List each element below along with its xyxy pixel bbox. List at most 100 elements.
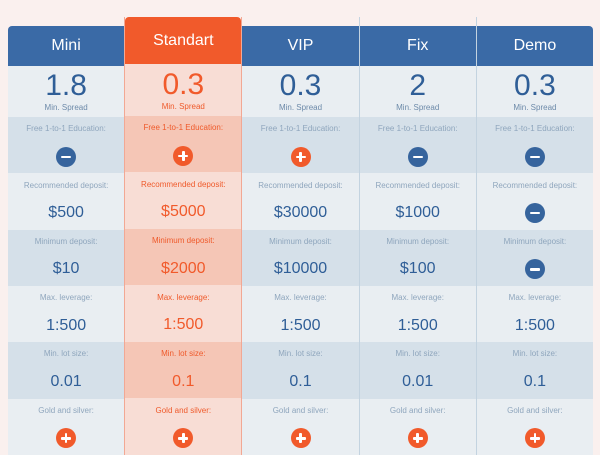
leverage-value-cell: 1:500 — [8, 309, 125, 343]
education-label: Free 1-to-1 Education: — [143, 123, 224, 133]
minimum-value-cell: $10 — [8, 252, 125, 287]
leverage-label-cell: Max. leverage: — [242, 286, 359, 310]
minimum-value: $10000 — [273, 260, 328, 278]
recommended-value: $5000 — [161, 203, 206, 221]
leverage-label: Max. leverage: — [157, 292, 210, 302]
lot-label-cell: Min. lot size: — [242, 342, 359, 366]
spread-cell: 0.3 Min. Spread — [476, 65, 594, 118]
lot-value-cell: 0.01 — [359, 365, 476, 399]
leverage-value: 1:500 — [163, 316, 204, 334]
minimum-value: $10 — [52, 260, 80, 278]
spread-value: 0.3 — [279, 68, 322, 102]
spread-value: 0.3 — [162, 67, 205, 101]
minimum-label: Minimum deposit: — [269, 236, 332, 246]
plan-name-header[interactable]: Standart — [125, 17, 242, 65]
recommended-value-cell: $1000 — [359, 196, 476, 230]
recommended-label-cell: Recommended deposit: — [359, 173, 476, 197]
leverage-value: 1:500 — [514, 316, 555, 334]
plus-circle-icon — [173, 428, 194, 449]
lot-label-cell: Min. lot size: — [476, 342, 594, 366]
leverage-label: Max. leverage: — [274, 293, 327, 303]
education-value-cell — [359, 140, 476, 174]
lot-label: Min. lot size: — [43, 349, 89, 359]
gold-value-cell — [359, 421, 476, 455]
gold-label: Gold and silver: — [155, 405, 212, 415]
education-label-cell: Free 1-to-1 Education: — [125, 115, 242, 140]
plan-name-header[interactable]: Demo — [476, 26, 594, 66]
minimum-value-cell: $100 — [359, 252, 476, 287]
minimum-value-cell: $10000 — [242, 252, 359, 287]
gold-label: Gold and silver: — [38, 405, 94, 415]
lot-value: 0.1 — [289, 373, 312, 391]
minimum-label-cell: Minimum deposit: — [242, 229, 359, 253]
lot-value: 0.01 — [50, 373, 82, 391]
lot-label-cell: Min. lot size: — [359, 342, 476, 366]
leverage-label-cell: Max. leverage: — [359, 286, 476, 310]
recommended-label: Recommended deposit: — [492, 180, 578, 190]
minimum-value: $2000 — [161, 259, 206, 277]
gold-label: Gold and silver: — [272, 405, 329, 415]
minus-circle-icon — [56, 146, 77, 167]
recommended-label: Recommended deposit: — [375, 180, 460, 190]
recommended-value-cell: $500 — [8, 196, 125, 230]
spread-label: Min. Spread — [278, 102, 323, 112]
education-label: Free 1-to-1 Education: — [26, 124, 106, 134]
gold-label-cell: Gold and silver: — [125, 398, 242, 422]
recommended-label-cell: Recommended deposit: — [476, 173, 594, 197]
leverage-value-cell: 1:500 — [359, 309, 476, 343]
recommended-value: $30000 — [273, 204, 328, 222]
lot-label-cell: Min. lot size: — [125, 341, 242, 366]
gold-label-cell: Gold and silver: — [476, 398, 594, 422]
education-label-cell: Free 1-to-1 Education: — [476, 117, 594, 141]
minimum-label: Minimum deposit: — [503, 236, 567, 246]
gold-label-cell: Gold and silver: — [8, 398, 125, 422]
spread-label: Min. Spread — [513, 102, 557, 112]
spread-cell: 1.8 Min. Spread — [8, 65, 125, 118]
minimum-value-cell — [476, 252, 594, 287]
lot-value: 0.01 — [402, 373, 434, 391]
plan-name-header[interactable]: VIP — [242, 26, 359, 66]
minimum-label-cell: Minimum deposit: — [359, 229, 476, 253]
lot-value: 0.1 — [523, 373, 547, 391]
recommended-value-cell: $5000 — [125, 195, 242, 229]
lot-value-cell: 0.01 — [8, 365, 125, 399]
gold-value-cell — [8, 421, 125, 455]
lot-label-cell: Min. lot size: — [8, 342, 125, 366]
spread-value: 2 — [409, 68, 427, 102]
spread-label: Min. Spread — [396, 102, 440, 112]
minimum-label-cell: Minimum deposit: — [476, 229, 594, 253]
plus-circle-icon — [524, 428, 545, 449]
spread-cell: 2 Min. Spread — [359, 65, 476, 118]
recommended-label: Recommended deposit: — [141, 179, 226, 189]
education-value-cell — [8, 140, 125, 174]
minimum-value-cell: $2000 — [125, 252, 242, 286]
recommended-value-cell: $30000 — [242, 196, 359, 230]
leverage-label-cell: Max. leverage: — [125, 285, 242, 309]
education-value-cell — [476, 140, 594, 174]
education-label: Free 1-to-1 Education: — [377, 124, 458, 134]
gold-value-cell — [125, 421, 242, 455]
minimum-label: Minimum deposit: — [34, 236, 98, 246]
plan-column: Standart 0.3 Min. Spread Free 1-to-1 Educat… — [124, 17, 243, 455]
lot-label: Min. lot size: — [512, 349, 558, 359]
recommended-label: Recommended deposit: — [23, 180, 109, 190]
plan-name-header[interactable]: Fix — [359, 26, 476, 66]
leverage-value: 1:500 — [397, 316, 438, 334]
gold-label: Gold and silver: — [507, 405, 563, 415]
minimum-value: $100 — [399, 260, 436, 278]
leverage-label-cell: Max. leverage: — [8, 286, 125, 310]
minus-circle-icon — [524, 146, 545, 167]
recommended-label: Recommended deposit: — [258, 180, 343, 190]
spread-label: Min. Spread — [44, 102, 88, 112]
lot-value-cell: 0.1 — [242, 365, 359, 399]
lot-value-cell: 0.1 — [125, 365, 242, 399]
spread-label: Min. Spread — [161, 101, 205, 111]
minimum-label-cell: Minimum deposit: — [125, 228, 242, 253]
plan-name-header[interactable]: Mini — [8, 26, 125, 66]
leverage-label-cell: Max. leverage: — [476, 286, 594, 310]
lot-label: Min. lot size: — [278, 349, 323, 359]
recommended-value: $1000 — [395, 204, 440, 222]
recommended-value: $500 — [48, 204, 84, 222]
spread-value: 1.8 — [45, 68, 87, 102]
spread-cell: 0.3 Min. Spread — [125, 64, 242, 116]
